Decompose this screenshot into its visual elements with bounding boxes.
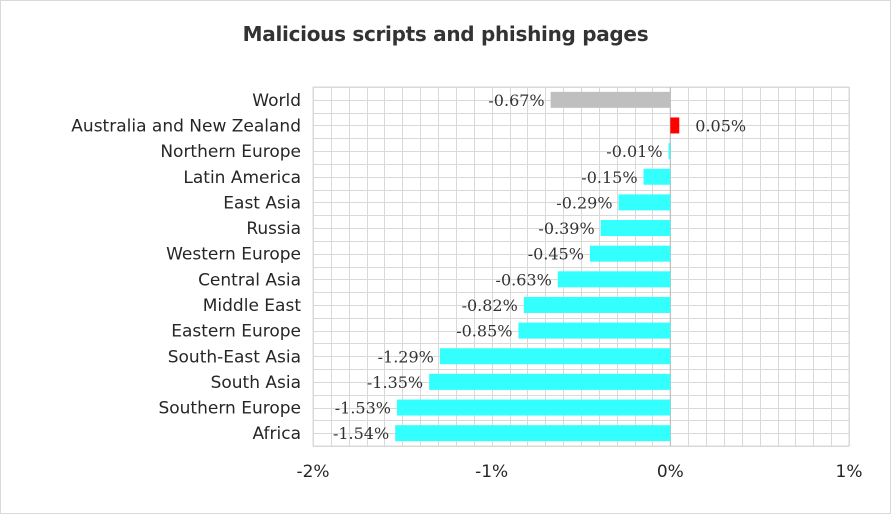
category-label: Western Europe xyxy=(166,245,301,265)
bar-western-europe xyxy=(589,245,671,262)
value-label: -1.29% xyxy=(378,347,434,366)
bar-russia xyxy=(600,220,671,237)
category-label: World xyxy=(252,91,301,111)
x-tick-label: 0% xyxy=(657,462,684,482)
category-label: South-East Asia xyxy=(168,347,301,367)
bar-northern-europe xyxy=(668,143,671,160)
bar-latin-america xyxy=(643,168,671,185)
value-label: -0.63% xyxy=(496,270,552,289)
category-label: Central Asia xyxy=(198,270,301,290)
value-label: -0.85% xyxy=(456,322,512,341)
bar-world xyxy=(550,91,671,108)
category-label: Northern Europe xyxy=(160,142,301,162)
value-label: -1.53% xyxy=(335,399,391,418)
bar-south-east-asia xyxy=(439,348,671,365)
value-label: -0.15% xyxy=(581,168,637,187)
value-label: -0.29% xyxy=(556,193,612,212)
value-label: -0.67% xyxy=(488,91,544,110)
bar-southern-europe xyxy=(396,399,671,416)
category-label: Russia xyxy=(246,219,301,239)
bar-south-asia xyxy=(429,373,671,390)
bar-middle-east xyxy=(523,296,671,313)
value-label: -0.01% xyxy=(606,142,662,161)
value-label: -0.45% xyxy=(528,245,584,264)
bar-australia-and-new-zealand xyxy=(670,117,680,134)
bar-east-asia xyxy=(618,194,671,211)
category-label: Australia and New Zealand xyxy=(71,116,301,136)
category-label: Latin America xyxy=(183,168,301,188)
value-label: 0.05% xyxy=(695,116,746,135)
category-label: Eastern Europe xyxy=(171,322,301,342)
bar-africa xyxy=(395,425,671,442)
x-tick-label: 1% xyxy=(836,462,863,482)
value-label: -1.35% xyxy=(367,373,423,392)
bar-eastern-europe xyxy=(518,322,671,339)
value-label: -0.82% xyxy=(462,296,518,315)
bar-central-asia xyxy=(557,271,671,288)
x-tick-label: -1% xyxy=(475,462,508,482)
category-label: Southern Europe xyxy=(158,399,301,419)
category-label: Middle East xyxy=(203,296,302,316)
category-label: Africa xyxy=(253,424,302,444)
value-label: -1.54% xyxy=(333,424,389,443)
x-tick-label: -2% xyxy=(296,462,329,482)
category-label: South Asia xyxy=(211,373,301,393)
value-label: -0.39% xyxy=(538,219,594,238)
chart-title: Malicious scripts and phishing pages xyxy=(242,22,649,46)
category-label: East Asia xyxy=(223,193,301,213)
